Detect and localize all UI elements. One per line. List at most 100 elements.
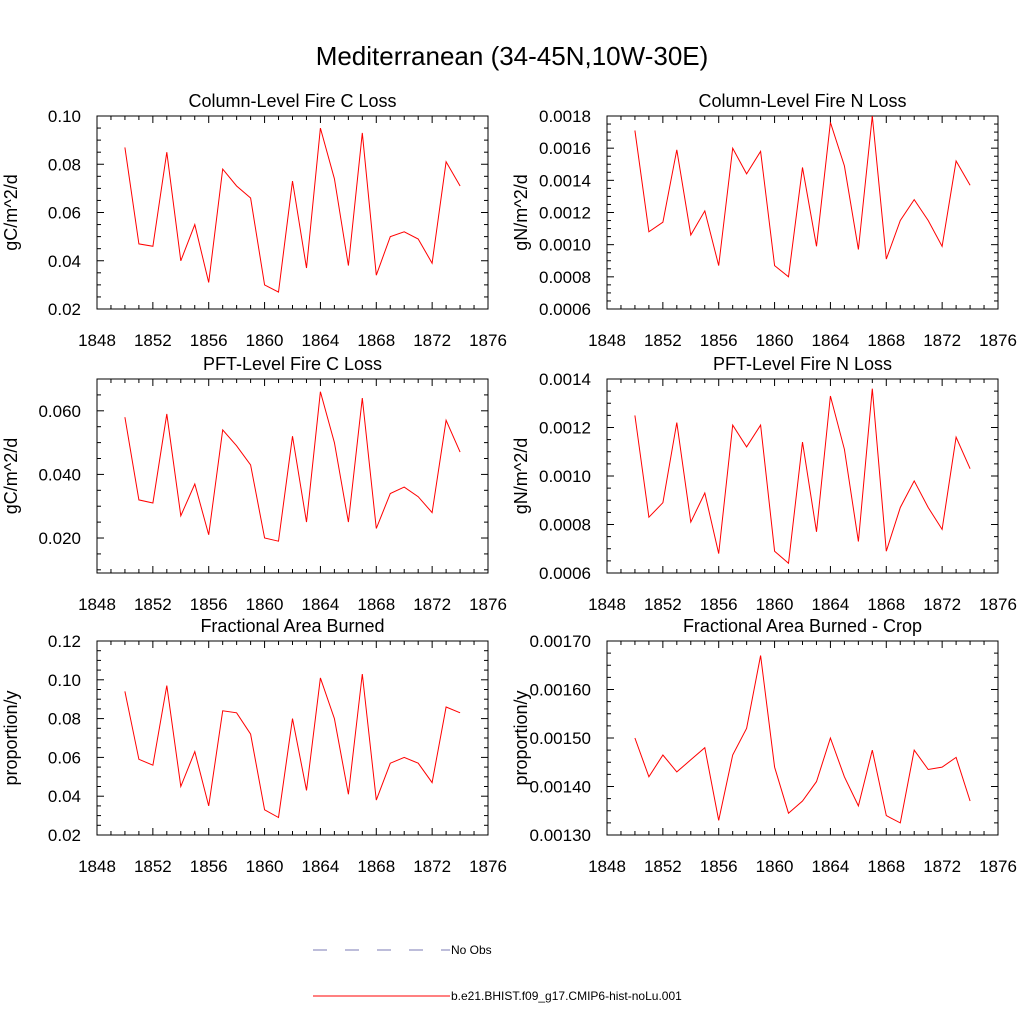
x-tick-label: 1868 bbox=[357, 331, 395, 350]
y-tick-label: 0.08 bbox=[48, 710, 81, 729]
x-tick-label: 1864 bbox=[302, 595, 340, 614]
panel-title: Fractional Area Burned bbox=[200, 616, 384, 636]
x-tick-label: 1868 bbox=[867, 331, 905, 350]
x-tick-label: 1852 bbox=[134, 857, 172, 876]
x-tick-label: 1852 bbox=[644, 331, 682, 350]
panel-title: PFT-Level Fire C Loss bbox=[203, 354, 382, 374]
panel-title: Column-Level Fire N Loss bbox=[698, 91, 906, 111]
y-tick-label: 0.00150 bbox=[530, 729, 591, 748]
x-tick-label: 1860 bbox=[246, 595, 284, 614]
x-tick-label: 1856 bbox=[190, 331, 228, 350]
legend: No Obs b.e21.BHIST.f09_g17.CMIP6-hist-no… bbox=[313, 943, 682, 1003]
chart-panel-5: Fractional Area Burned proportion/y 1848 18… bbox=[1, 616, 507, 876]
y-tick-label: 0.0010 bbox=[539, 236, 591, 255]
y-tick-label: 0.040 bbox=[38, 465, 81, 484]
y-axis-label: gC/m^2/d bbox=[1, 174, 21, 250]
x-tick-label: 1860 bbox=[756, 595, 794, 614]
y-tick-label: 0.12 bbox=[48, 632, 81, 651]
y-tick-label: 0.0008 bbox=[539, 268, 591, 287]
y-axis-label: gN/m^2/d bbox=[511, 438, 531, 514]
series-line bbox=[634, 655, 971, 824]
x-tick-label: 1876 bbox=[469, 595, 507, 614]
x-tick-label: 1864 bbox=[302, 857, 340, 876]
plot-frame bbox=[606, 640, 999, 836]
series-line bbox=[124, 673, 461, 819]
x-tick-label: 1856 bbox=[700, 331, 738, 350]
y-tick-label: 0.04 bbox=[48, 787, 81, 806]
x-tick-label: 1856 bbox=[700, 857, 738, 876]
series-line bbox=[124, 127, 461, 293]
plot-frame bbox=[96, 378, 489, 574]
x-tick-label: 1848 bbox=[78, 331, 116, 350]
plot-frame bbox=[606, 378, 999, 574]
chart-panel-3: PFT-Level Fire C Loss gC/m^2/d 1848 1852 185… bbox=[1, 354, 507, 614]
x-tick-label: 1872 bbox=[923, 857, 961, 876]
y-tick-label: 0.060 bbox=[38, 402, 81, 421]
x-tick-label: 1860 bbox=[246, 857, 284, 876]
y-tick-label: 0.0012 bbox=[539, 204, 591, 223]
x-tick-label: 1848 bbox=[78, 595, 116, 614]
y-tick-label: 0.00160 bbox=[530, 681, 591, 700]
x-tick-label: 1876 bbox=[979, 595, 1017, 614]
x-tick-label: 1864 bbox=[812, 331, 850, 350]
x-tick-label: 1848 bbox=[588, 331, 626, 350]
x-tick-label: 1876 bbox=[979, 857, 1017, 876]
y-tick-label: 0.0018 bbox=[539, 107, 591, 126]
x-tick-label: 1848 bbox=[78, 857, 116, 876]
y-tick-label: 0.02 bbox=[48, 826, 81, 845]
panel-title: Fractional Area Burned - Crop bbox=[683, 616, 922, 636]
x-tick-label: 1868 bbox=[357, 595, 395, 614]
x-tick-label: 1872 bbox=[923, 595, 961, 614]
y-tick-label: 0.0006 bbox=[539, 564, 591, 583]
y-tick-label: 0.06 bbox=[48, 748, 81, 767]
x-tick-label: 1852 bbox=[644, 857, 682, 876]
x-tick-label: 1872 bbox=[413, 595, 451, 614]
x-tick-label: 1852 bbox=[644, 595, 682, 614]
x-tick-label: 1848 bbox=[588, 857, 626, 876]
x-tick-label: 1864 bbox=[812, 595, 850, 614]
x-tick-label: 1864 bbox=[812, 857, 850, 876]
x-tick-label: 1876 bbox=[979, 331, 1017, 350]
x-tick-label: 1872 bbox=[413, 857, 451, 876]
x-tick-label: 1868 bbox=[867, 857, 905, 876]
series-line bbox=[634, 388, 971, 565]
y-axis-label: gC/m^2/d bbox=[1, 438, 21, 514]
y-tick-label: 0.08 bbox=[48, 155, 81, 174]
y-tick-label: 0.0006 bbox=[539, 300, 591, 319]
panel-title: Column-Level Fire C Loss bbox=[188, 91, 396, 111]
legend-label-model: b.e21.BHIST.f09_g17.CMIP6-hist-noLu.001 bbox=[451, 989, 682, 1003]
y-tick-label: 0.02 bbox=[48, 300, 81, 319]
x-tick-label: 1860 bbox=[756, 331, 794, 350]
y-tick-label: 0.0014 bbox=[539, 370, 591, 389]
chart-panel-1: Column-Level Fire C Loss gC/m^2/d 1848 1852… bbox=[1, 91, 507, 350]
x-tick-label: 1852 bbox=[134, 331, 172, 350]
y-tick-label: 0.00170 bbox=[530, 632, 591, 651]
y-axis-label: gN/m^2/d bbox=[511, 174, 531, 250]
x-tick-label: 1852 bbox=[134, 595, 172, 614]
chart-panel-2: Column-Level Fire N Loss gN/m^2/d 1848 1852… bbox=[511, 91, 1017, 350]
y-tick-label: 0.10 bbox=[48, 671, 81, 690]
y-tick-label: 0.04 bbox=[48, 252, 81, 271]
y-tick-label: 0.06 bbox=[48, 204, 81, 223]
y-tick-label: 0.0016 bbox=[539, 139, 591, 158]
plot-frame bbox=[96, 115, 489, 310]
y-tick-label: 0.00130 bbox=[530, 826, 591, 845]
x-tick-label: 1872 bbox=[923, 331, 961, 350]
x-tick-label: 1876 bbox=[469, 331, 507, 350]
chart-panel-6: Fractional Area Burned - Crop proportion/… bbox=[511, 616, 1017, 876]
panels: Column-Level Fire C Loss gC/m^2/d 1848 1852… bbox=[1, 91, 1017, 876]
y-tick-label: 0.020 bbox=[38, 529, 81, 548]
y-tick-label: 0.00140 bbox=[530, 778, 591, 797]
x-tick-label: 1848 bbox=[588, 595, 626, 614]
x-tick-label: 1864 bbox=[302, 331, 340, 350]
y-axis-label: proportion/y bbox=[511, 690, 531, 785]
x-tick-label: 1860 bbox=[756, 857, 794, 876]
x-tick-label: 1868 bbox=[867, 595, 905, 614]
x-tick-label: 1860 bbox=[246, 331, 284, 350]
x-tick-label: 1876 bbox=[469, 857, 507, 876]
legend-label-no-obs: No Obs bbox=[451, 943, 492, 957]
plot-frame bbox=[96, 640, 489, 836]
y-tick-label: 0.0012 bbox=[539, 419, 591, 438]
figure-title: Mediterranean (34-45N,10W-30E) bbox=[316, 41, 709, 71]
